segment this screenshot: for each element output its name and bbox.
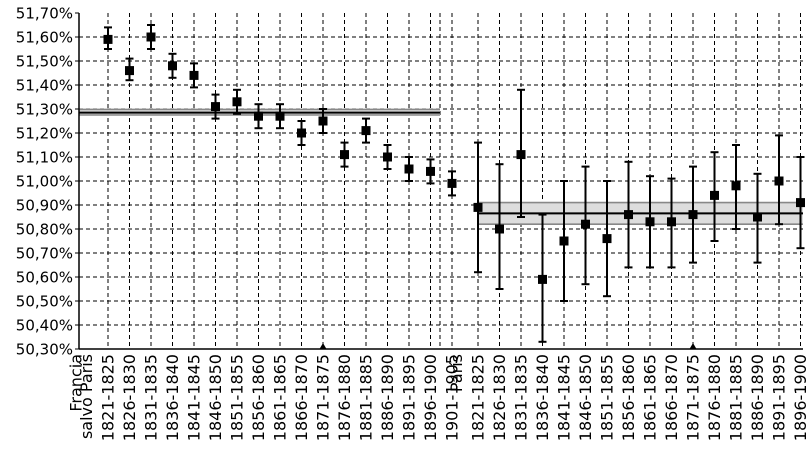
x-tick-label: 1836-1840 (533, 354, 552, 441)
y-tick-label: 51,70% (16, 5, 73, 23)
data-point (340, 150, 349, 160)
data-point (361, 126, 371, 136)
x-tick-label: 1841-1845 (185, 354, 204, 441)
group-label: París (447, 354, 466, 392)
data-point (189, 70, 199, 80)
x-tick-label: 1856-1860 (249, 354, 268, 441)
x-tick-label: 1886-1890 (378, 354, 397, 441)
x-tick-label: 1826-1830 (490, 354, 509, 441)
y-tick-label: 51,00% (16, 173, 73, 191)
data-point (473, 202, 483, 212)
x-tick-label: 1871-1875 (684, 354, 703, 441)
data-point (688, 210, 698, 220)
data-point (796, 198, 805, 208)
x-tick-label: 1866-1870 (292, 354, 311, 441)
y-tick-label: 50,90% (16, 197, 73, 215)
x-tick-label: 1821-1825 (469, 354, 488, 441)
y-tick-label: 51,50% (16, 53, 73, 71)
data-point (538, 274, 547, 284)
data-point (103, 34, 113, 44)
data-point (710, 190, 719, 200)
x-tick-label: 1896-1900 (421, 354, 440, 441)
x-tick-label: 1841-1845 (555, 354, 574, 441)
x-tick-label: 1846-1850 (206, 354, 225, 441)
x-tick-label: 1901-1905 (443, 354, 462, 441)
data-point (168, 61, 177, 71)
y-tick-label: 51,10% (16, 149, 73, 167)
x-tick-label: 1881-1885 (357, 354, 376, 441)
y-tick-label: 51,20% (16, 125, 73, 143)
x-tick-label: 1831-1835 (512, 354, 531, 441)
y-tick-label: 50,60% (16, 269, 73, 287)
data-point (447, 178, 457, 188)
x-tick-label: 1821-1825 (99, 354, 118, 441)
y-tick-label: 50,40% (16, 317, 73, 335)
data-point (297, 128, 306, 138)
data-point (146, 32, 156, 42)
group-label: Francia (67, 354, 86, 412)
x-tick-label: 1851-1855 (598, 354, 617, 441)
x-tick-label: 1831-1835 (142, 354, 161, 441)
grid (79, 13, 803, 349)
x-tick-label: 1836-1840 (163, 354, 182, 441)
x-tick-label: 1876-1880 (335, 354, 354, 441)
y-tick-label: 51,60% (16, 29, 73, 47)
x-tick-label: 1891-1895 (770, 354, 789, 441)
data-point (254, 111, 263, 121)
y-tick-label: 50,70% (16, 245, 73, 263)
data-point (318, 116, 328, 126)
data-point (581, 219, 590, 229)
x-tick-label: 1856-1860 (619, 354, 638, 441)
data-point (559, 236, 569, 246)
data-point (516, 150, 526, 160)
data-point (774, 176, 784, 186)
reference-period-marker (319, 343, 327, 349)
data-point (602, 234, 612, 244)
x-tick-label: 1851-1855 (228, 354, 247, 441)
data-points (103, 24, 805, 349)
y-tick-labels: 51,70% 51,60% 51,50% 51,40% 51,30% 51,20% 51,1… (16, 5, 73, 359)
group-label: salvo París (77, 354, 96, 439)
x-tick-label: 1871-1875 (314, 354, 333, 441)
data-point (495, 224, 504, 234)
x-tick-label: 1866-1870 (662, 354, 681, 441)
y-tick-label: 51,40% (16, 77, 73, 95)
x-tick-label: 1886-1890 (748, 354, 767, 441)
x-tick-label: 1826-1830 (120, 354, 139, 441)
reference-period-marker (689, 343, 697, 349)
y-tick-label: 51,30% (16, 101, 73, 119)
x-tick-label: 1891-1895 (400, 354, 419, 441)
y-tick-label: 50,80% (16, 221, 73, 239)
y-tick-label: 50,30% (16, 341, 73, 359)
data-point (731, 181, 741, 191)
data-point (645, 217, 655, 227)
x-tick-label: 1861-1865 (641, 354, 660, 441)
data-point (404, 164, 414, 174)
data-point (624, 210, 633, 220)
data-point (753, 212, 762, 222)
data-point (211, 102, 220, 112)
data-point (125, 66, 134, 76)
data-point (275, 111, 285, 121)
data-point (667, 217, 676, 227)
x-tick-label: 1881-1885 (727, 354, 746, 441)
x-tick-label: 1896-1900 (791, 354, 809, 441)
data-point (383, 152, 392, 162)
x-tick-label: 1876-1880 (705, 354, 724, 441)
data-point (232, 97, 242, 107)
axes (75, 12, 803, 350)
x-tick-label: 1846-1850 (576, 354, 595, 441)
x-tick-label: 1861-1865 (271, 354, 290, 441)
data-point (426, 166, 435, 176)
y-tick-label: 50,50% (16, 293, 73, 311)
